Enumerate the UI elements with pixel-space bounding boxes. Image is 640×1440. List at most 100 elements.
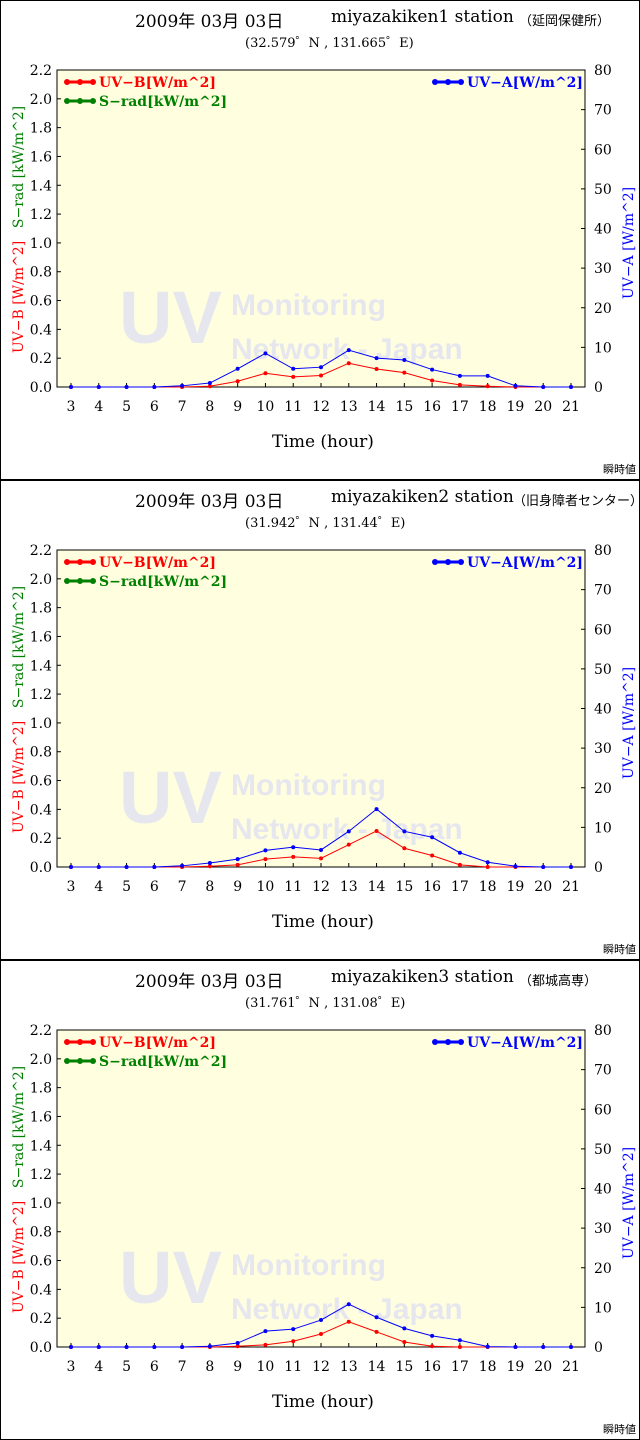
legend-uva-text: UV−A[W/m^2] xyxy=(467,75,583,91)
x-tick-label: 5 xyxy=(122,879,131,895)
x-tick-label: 9 xyxy=(233,399,242,415)
legend-uva-marker xyxy=(432,1039,438,1045)
data-point-uvb xyxy=(374,366,379,371)
data-point-uva xyxy=(235,366,240,371)
data-point-uva xyxy=(319,365,323,370)
data-point-uvb xyxy=(457,382,462,387)
left-tick-label: 0.0 xyxy=(30,380,52,396)
legend-uvb-text: UV−B[W/m^2] xyxy=(99,75,216,91)
left-tick-label: 2.2 xyxy=(30,1023,52,1039)
x-tick-label: 13 xyxy=(340,879,358,895)
data-point-uvb xyxy=(430,378,435,383)
station-location: （旧身障者センター） xyxy=(513,494,640,509)
legend-srad-marker xyxy=(64,98,70,104)
data-point-uvb xyxy=(402,846,407,851)
x-tick-label: 11 xyxy=(284,879,302,895)
legend-uvb-marker xyxy=(90,1039,96,1045)
data-point-uva xyxy=(180,383,185,388)
data-point-uva xyxy=(430,1333,435,1338)
left-tick-label: 1.6 xyxy=(30,629,52,645)
watermark-uv: UV xyxy=(119,276,222,359)
legend-uvb-marker xyxy=(77,79,83,85)
x-tick-label: 19 xyxy=(507,1359,525,1375)
x-axis-label: Time (hour) xyxy=(272,432,374,452)
data-point-uva xyxy=(207,381,212,386)
x-tick-label: 10 xyxy=(257,399,275,415)
right-tick-label: 0 xyxy=(594,1340,603,1356)
x-tick-label: 17 xyxy=(451,879,469,895)
data-point-uva xyxy=(263,848,268,853)
data-point-uva xyxy=(374,1315,379,1320)
left-tick-label: 1.2 xyxy=(30,1167,52,1183)
instantaneous-value-note: 瞬時値 xyxy=(603,943,636,956)
chart-date: 2009年 03月 03日 xyxy=(135,492,284,512)
right-tick-label: 20 xyxy=(594,1261,612,1277)
data-point-uva xyxy=(263,1329,268,1334)
watermark-monitoring: Monitoring xyxy=(231,289,386,322)
data-point-uva xyxy=(96,385,101,389)
x-tick-label: 8 xyxy=(205,879,214,895)
x-axis-label: Time (hour) xyxy=(272,912,374,932)
data-point-uvb xyxy=(235,1344,240,1349)
y-axis-label-uvb: UV−B [W/m^2] xyxy=(11,1201,27,1313)
data-point-uva xyxy=(374,356,379,361)
data-point-uva xyxy=(402,358,407,363)
right-tick-label: 0 xyxy=(594,380,603,396)
chart-date: 2009年 03月 03日 xyxy=(135,972,284,992)
legend-srad-text: S−rad[kW/m^2] xyxy=(99,94,227,110)
x-tick-label: 21 xyxy=(562,399,580,415)
data-point-uva xyxy=(152,1345,157,1349)
legend-uva-text: UV−A[W/m^2] xyxy=(467,1035,583,1051)
data-point-uvb xyxy=(374,828,379,833)
right-tick-label: 30 xyxy=(594,741,612,757)
data-point-uva xyxy=(430,835,435,840)
data-point-uva xyxy=(374,807,379,812)
legend-uvb-marker xyxy=(77,1039,83,1045)
plot-area xyxy=(56,549,586,868)
y-axis-label-uva: UV−A [W/m^2] xyxy=(621,667,637,779)
data-point-uva xyxy=(291,366,296,371)
data-point-uva xyxy=(541,385,546,389)
legend-uva-marker xyxy=(445,559,451,565)
x-tick-label: 7 xyxy=(178,1359,187,1375)
right-tick-label: 70 xyxy=(594,1063,612,1079)
left-tick-label: 0.2 xyxy=(30,351,52,367)
y-axis-label-srad: S−rad [kW/m^2] xyxy=(11,106,27,228)
left-tick-label: 0.4 xyxy=(30,802,52,818)
x-tick-label: 20 xyxy=(534,399,552,415)
station-name: miyazakiken3 station xyxy=(331,967,514,987)
right-tick-label: 70 xyxy=(594,583,612,599)
x-tick-label: 19 xyxy=(507,399,525,415)
watermark-uv: UV xyxy=(119,756,222,839)
data-point-uva xyxy=(69,1345,73,1349)
left-tick-label: 0.6 xyxy=(30,774,52,790)
legend-uvb-marker xyxy=(90,559,96,565)
data-point-uva xyxy=(152,385,157,389)
right-tick-label: 50 xyxy=(594,662,612,678)
left-tick-label: 0.4 xyxy=(30,322,52,338)
data-point-uva xyxy=(96,1345,101,1349)
x-tick-label: 7 xyxy=(178,399,187,415)
data-point-uva xyxy=(207,1344,212,1349)
data-point-uvb xyxy=(346,1319,351,1324)
instantaneous-value-note: 瞬時値 xyxy=(603,463,636,476)
x-tick-label: 15 xyxy=(395,399,413,415)
data-point-uvb xyxy=(291,1339,296,1344)
data-point-uva xyxy=(430,367,435,372)
x-tick-label: 14 xyxy=(368,1359,386,1375)
data-point-uvb xyxy=(263,857,268,862)
data-point-uva xyxy=(346,1302,351,1307)
data-point-uva xyxy=(124,1345,129,1349)
data-point-uva xyxy=(541,865,546,869)
watermark-uv: UV xyxy=(119,1236,222,1319)
data-point-uva xyxy=(124,865,129,869)
x-tick-label: 16 xyxy=(423,1359,441,1375)
right-tick-label: 60 xyxy=(594,142,612,158)
right-tick-label: 50 xyxy=(594,182,612,198)
y-axis-label-uvb: UV−B [W/m^2] xyxy=(11,721,27,833)
data-point-uvb xyxy=(263,1342,268,1347)
left-tick-label: 1.2 xyxy=(30,687,52,703)
station-name: miyazakiken1 station xyxy=(331,7,514,27)
data-point-uva xyxy=(319,847,323,852)
chart-panel-2: 2009年 03月 03日 miyazakiken2 station （旧身障者… xyxy=(0,480,640,960)
